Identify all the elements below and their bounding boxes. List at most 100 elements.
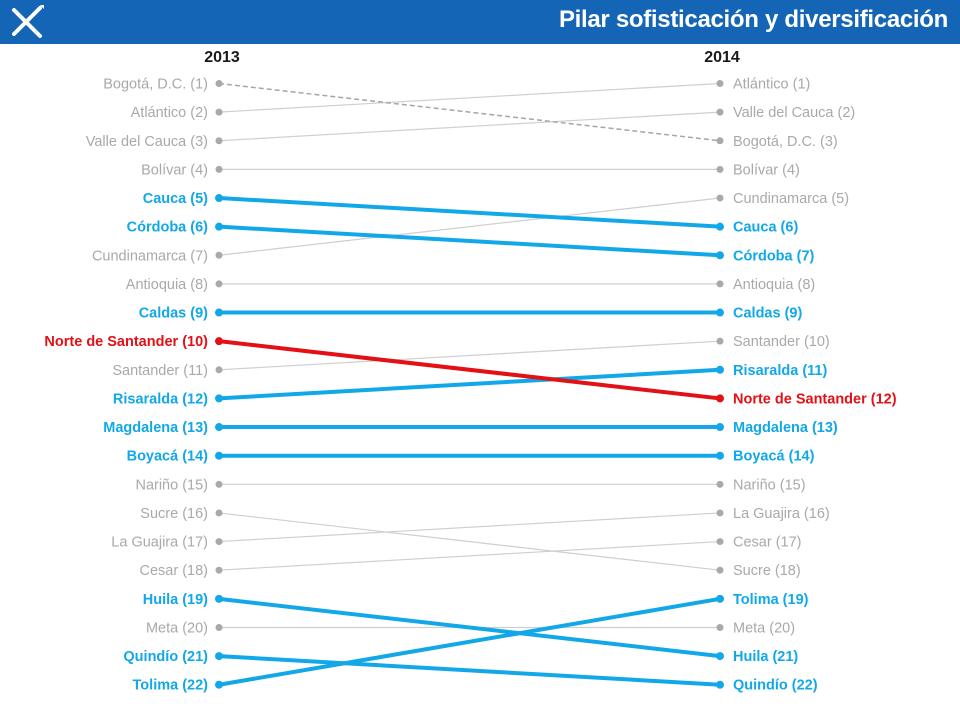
point-bogota-d-c-2014 (716, 137, 724, 145)
point-antioquia-2014 (716, 280, 724, 288)
label-2014-la-guajira: La Guajira (16) (733, 506, 830, 522)
label-2013-sucre: Sucre (16) (140, 506, 208, 522)
label-2013-atlantico: Atlántico (2) (131, 105, 208, 121)
point-atlantico-2013 (215, 108, 223, 116)
point-santander-2014 (716, 337, 724, 345)
label-2014-norte-de-santander: Norte de Santander (12) (733, 391, 897, 407)
column-title-2014: 2014 (704, 49, 740, 66)
point-meta-2014 (716, 623, 724, 631)
slope-line-tolima (218, 596, 721, 687)
point-atlantico-2014 (716, 80, 724, 87)
label-2014-boyaca: Boyacá (14) (733, 449, 815, 465)
point-bolivar-2013 (215, 165, 223, 173)
point-boyaca-2014 (716, 451, 724, 460)
point-magdalena-2013 (215, 423, 223, 432)
point-cauca-2014 (716, 222, 724, 231)
label-2014-valle-del-cauca: Valle del Cauca (2) (733, 105, 855, 121)
label-2013-meta: Meta (20) (146, 620, 208, 636)
slope-line-atlantico (218, 82, 721, 113)
slope-line-la-guajira (218, 512, 721, 543)
point-caldas-2014 (716, 308, 724, 317)
label-2014-bogota-d-c: Bogotá, D.C. (3) (733, 134, 838, 150)
point-valle-del-cauca-2014 (716, 108, 724, 116)
point-boyaca-2013 (215, 451, 223, 460)
point-sucre-2014 (716, 566, 724, 574)
label-2013-narino: Nariño (15) (135, 477, 208, 493)
slope-line-cauca (218, 196, 721, 229)
point-quindio-2013 (215, 652, 223, 661)
label-2013-la-guajira: La Guajira (17) (111, 535, 208, 551)
point-valle-del-cauca-2013 (215, 137, 223, 145)
point-cundinamarca-2013 (215, 251, 223, 259)
label-2013-huila: Huila (19) (143, 592, 208, 608)
point-santander-2013 (215, 366, 223, 374)
column-title-2013: 2013 (204, 49, 240, 66)
label-2013-risaralda: Risaralda (12) (113, 391, 208, 407)
slope-line-norte-de-santander (218, 339, 721, 401)
label-2014-atlantico: Atlántico (1) (733, 77, 810, 93)
label-2014-cundinamarca: Cundinamarca (5) (733, 191, 849, 207)
slope-line-santander (218, 340, 721, 371)
slope-line-bogota-d-c (218, 82, 721, 142)
point-cesar-2013 (215, 566, 223, 574)
point-sucre-2013 (215, 509, 223, 517)
label-2014-risaralda: Risaralda (11) (733, 363, 827, 379)
label-2013-tolima: Tolima (22) (133, 678, 209, 694)
point-cundinamarca-2014 (716, 194, 724, 202)
point-narino-2014 (716, 480, 724, 488)
slope-line-sucre (218, 512, 721, 571)
label-2014-antioquia: Antioquia (8) (733, 277, 815, 293)
slope-line-cordoba (218, 224, 721, 258)
label-2014-caldas: Caldas (9) (733, 306, 802, 322)
label-2013-boyaca: Boyacá (14) (127, 449, 209, 465)
slope-line-huila (218, 596, 721, 659)
label-2014-tolima: Tolima (19) (733, 592, 809, 608)
point-cordoba-2014 (716, 251, 724, 260)
label-2013-quindio: Quindío (21) (123, 649, 208, 665)
label-2014-cesar: Cesar (17) (733, 535, 802, 551)
label-2013-bogota-d-c: Bogotá, D.C. (1) (103, 77, 208, 93)
point-huila-2013 (215, 594, 223, 603)
point-norte-de-santander-2013 (215, 337, 223, 346)
point-norte-de-santander-2014 (716, 394, 724, 403)
point-huila-2014 (716, 652, 724, 661)
point-tolima-2014 (716, 594, 724, 603)
point-meta-2013 (215, 623, 223, 631)
header-bar: Pilar sofisticación y diversificación (0, 0, 960, 44)
point-cauca-2013 (215, 194, 223, 203)
label-2014-cauca: Cauca (6) (733, 220, 798, 236)
point-risaralda-2014 (716, 365, 724, 374)
slope-line-risaralda (218, 367, 721, 401)
label-2013-antioquia: Antioquia (8) (126, 277, 208, 293)
label-2013-santander: Santander (11) (112, 363, 208, 379)
label-2014-cordoba: Córdoba (7) (733, 248, 815, 264)
point-caldas-2013 (215, 308, 223, 317)
label-2013-valle-del-cauca: Valle del Cauca (3) (86, 134, 208, 150)
label-2014-bolivar: Bolívar (4) (733, 162, 800, 178)
point-la-guajira-2013 (215, 538, 223, 546)
point-magdalena-2014 (716, 423, 724, 432)
label-2013-magdalena: Magdalena (13) (103, 420, 208, 436)
label-2014-santander: Santander (10) (733, 334, 830, 350)
point-risaralda-2013 (215, 394, 223, 403)
point-bolivar-2014 (716, 165, 724, 173)
page-title: Pilar sofisticación y diversificación (558, 6, 948, 33)
label-2014-sucre: Sucre (18) (733, 563, 801, 579)
point-quindio-2014 (716, 680, 724, 689)
label-2014-narino: Nariño (15) (733, 477, 806, 493)
label-2013-cesar: Cesar (18) (140, 563, 209, 579)
label-2013-cundinamarca: Cundinamarca (7) (92, 248, 208, 264)
point-cesar-2014 (716, 538, 724, 546)
label-2014-quindio: Quindío (22) (733, 678, 818, 694)
point-cordoba-2013 (215, 222, 223, 231)
point-narino-2013 (215, 480, 223, 488)
slope-line-valle-del-cauca (218, 111, 721, 142)
point-bogota-d-c-2013 (215, 80, 223, 87)
slope-line-quindio (218, 654, 721, 687)
slope-line-cesar (218, 540, 721, 571)
label-2013-cauca: Cauca (5) (143, 191, 208, 207)
label-2013-norte-de-santander: Norte de Santander (10) (44, 334, 208, 350)
slope-line-cundinamarca (218, 197, 721, 256)
point-tolima-2013 (215, 680, 223, 689)
slope-chart: 2013 2014 Atlántico (2) Atlántico (1) Vall… (44, 49, 897, 694)
